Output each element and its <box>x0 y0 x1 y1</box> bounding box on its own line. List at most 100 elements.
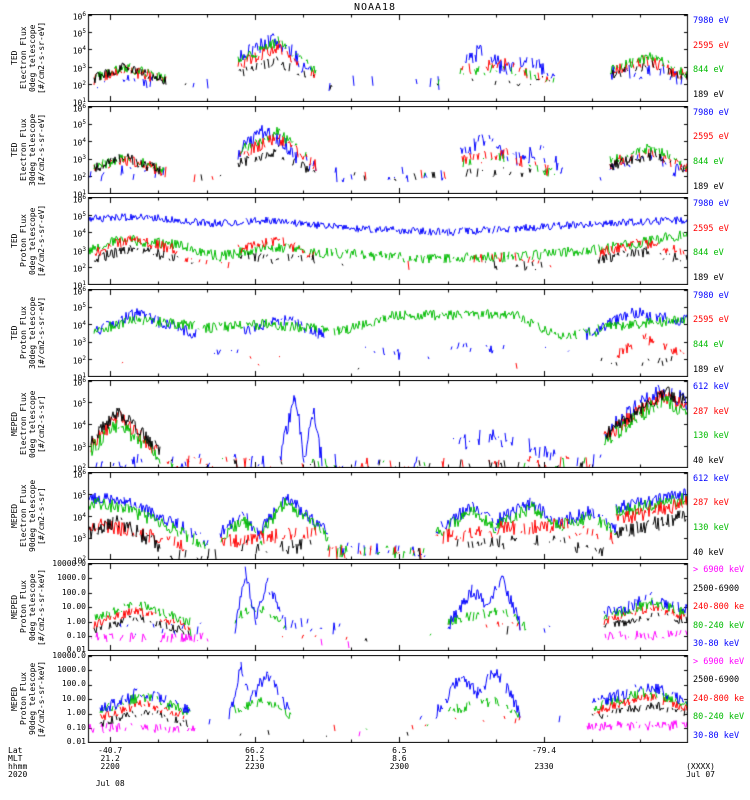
y-tick-label: 1000.0 <box>57 573 86 582</box>
y-tick-label: 0.01 <box>66 645 86 654</box>
plot-canvas-ted-electron-30deg <box>0 105 750 194</box>
legend-ted-proton-0deg-entry: 189 eV <box>693 273 724 283</box>
plot-canvas-ted-proton-30deg <box>0 288 750 377</box>
y-tick-label: 103 <box>72 533 86 544</box>
axis-row-header: hhmm <box>8 762 28 771</box>
panel-meped-electron-0deg: MEPEDElectron Flux0deg telescope[#/cm2-s… <box>0 377 750 474</box>
y-tick-label: 0.01 <box>66 736 86 746</box>
y-tick-label: 10.00 <box>61 693 86 703</box>
y-tick-label: 106 <box>72 377 86 388</box>
y-tick-label: 102 <box>72 463 86 474</box>
y-tick-label: 106 <box>72 194 86 205</box>
y-tick-label: 100.0 <box>61 587 86 597</box>
y-tick-label: 1.00 <box>66 708 86 717</box>
y-tick-label: 105 <box>72 489 86 501</box>
y-tick-label: 1.00 <box>66 616 86 626</box>
legend-ted-electron-0deg-entry: 7980 eV <box>693 16 729 26</box>
legend-ted-electron-30deg-entry: 2595 eV <box>693 132 729 143</box>
y-tick-label: 105 <box>72 398 86 409</box>
y-tick-label: 104 <box>72 228 86 239</box>
y-tick-label: 101 <box>72 188 86 200</box>
panel-meped-electron-90deg: MEPEDElectron Flux90deg telescope[#/cm2-… <box>0 469 750 565</box>
y-tick-label: 105 <box>72 27 86 39</box>
y-tick-label: 10000.0 <box>52 650 86 660</box>
legend-meped-proton-90deg-entry: 240-800 ke <box>693 693 745 704</box>
legend-ted-electron-30deg-entry: 844 eV <box>693 156 724 167</box>
y-tick-label: 103 <box>72 154 86 165</box>
y-tick-label: 101 <box>72 280 86 291</box>
y-tick-label: 101 <box>72 97 86 108</box>
legend-meped-proton-0deg-entry: 30-80 keV <box>693 639 740 649</box>
legend-ted-proton-0deg-entry: 2595 eV <box>693 223 729 234</box>
legend-meped-proton-90deg-entry: 2500-6900 <box>693 675 740 685</box>
legend-ted-proton-30deg-entry: 7980 eV <box>693 290 729 301</box>
y-tick-label: 104 <box>72 45 86 56</box>
y-tick-label: 102 <box>72 80 86 91</box>
panel-meped-proton-90deg: MEPEDProton Flux90deg telescope[#/cm2-s-… <box>0 651 750 746</box>
axis-right-label: Jul 07 <box>686 770 715 779</box>
legend-ted-proton-0deg-entry: 844 eV <box>693 248 724 259</box>
axis-hhmm-value: 2230 <box>245 762 265 771</box>
y-tick-label: 104 <box>72 511 86 523</box>
plot-canvas-meped-proton-90deg <box>0 654 750 743</box>
y-tick-label: 103 <box>72 441 86 453</box>
legend-meped-proton-90deg-entry: 80-240 keV <box>693 712 745 722</box>
legend-meped-proton-90deg-entry: > 6900 keV <box>693 656 745 667</box>
y-tick-label: 106 <box>72 468 86 480</box>
legend-meped-electron-90deg-entry: 40 keV <box>693 547 724 558</box>
legend-ted-electron-0deg-entry: 844 eV <box>693 65 724 76</box>
axis-row-header: 2020 <box>8 770 28 779</box>
y-tick-label: 104 <box>72 136 86 148</box>
axis-mlt-value: 21.5 <box>245 754 265 763</box>
y-tick-label: 102 <box>72 554 86 566</box>
plot-canvas-ted-proton-0deg <box>0 197 750 285</box>
legend-meped-proton-0deg-entry: 240-800 ke <box>693 602 745 612</box>
legend-ted-proton-30deg-entry: 2595 eV <box>693 315 729 326</box>
y-tick-label: 104 <box>72 420 86 431</box>
y-tick-label: 106 <box>72 102 86 114</box>
y-tick-label: 104 <box>72 319 86 331</box>
y-tick-label: 102 <box>72 263 86 274</box>
legend-ted-proton-30deg-entry: 844 eV <box>693 339 724 350</box>
axis-hhmm-value: 2300 <box>389 762 410 771</box>
y-tick-label: 1000.0 <box>57 664 86 674</box>
legend-ted-proton-30deg-entry: 189 eV <box>693 364 724 375</box>
axis-right-label: (XXXX) <box>686 762 715 771</box>
axis-lat-value: 6.5 <box>392 746 407 755</box>
y-tick-label: 105 <box>72 119 86 131</box>
legend-meped-electron-90deg-entry: 130 keV <box>693 522 729 533</box>
y-tick-label: 101 <box>72 371 86 383</box>
y-tick-label: 0.10 <box>66 631 86 640</box>
page-title: NOAA18 <box>353 2 397 13</box>
plot-canvas-meped-electron-0deg <box>0 380 750 468</box>
legend-ted-electron-0deg-entry: 2595 eV <box>693 40 729 51</box>
panel-ted-proton-30deg: TEDProton Flux30deg telescope[#/cm2-s-sr… <box>0 286 750 382</box>
axis-lat-value: -40.7 <box>98 746 123 755</box>
y-tick-label: 103 <box>72 337 86 348</box>
legend-ted-electron-0deg-entry: 189 eV <box>693 90 724 100</box>
y-tick-label: 106 <box>72 285 86 297</box>
legend-meped-electron-0deg-entry: 287 keV <box>693 406 729 417</box>
y-tick-label: 105 <box>72 302 86 314</box>
legend-meped-electron-90deg-entry: 287 keV <box>693 498 729 509</box>
axis-mlt-value: 21.2 <box>100 754 120 763</box>
axis-lat-value: -79.4 <box>531 746 557 755</box>
legend-meped-electron-90deg-entry: 612 keV <box>693 473 729 484</box>
y-tick-label: 106 <box>72 11 86 22</box>
y-tick-label: 0.10 <box>66 722 86 732</box>
y-tick-label: 102 <box>72 171 86 183</box>
axis-hhmm-value: 2330 <box>534 762 554 771</box>
panel-meped-proton-0deg: MEPEDProton Flux0deg telescope[#/cm2-s-s… <box>0 559 750 654</box>
axis-mlt-value: 8.6 <box>392 754 407 763</box>
panel-ted-proton-0deg: TEDProton Flux0deg telescope[#/cm2-s-sr-… <box>0 194 750 291</box>
y-tick-label: 102 <box>72 354 86 366</box>
y-tick-label: 10000.0 <box>52 559 86 568</box>
panel-ted-electron-30deg: TEDElectron Flux30deg telescope[#/cm2-s-… <box>0 103 750 199</box>
y-tick-label: 103 <box>72 62 86 74</box>
legend-meped-proton-0deg-entry: > 6900 keV <box>693 565 745 575</box>
legend-meped-electron-0deg-entry: 130 keV <box>693 431 729 442</box>
y-tick-label: 10.00 <box>61 602 86 611</box>
legend-meped-electron-0deg-entry: 612 keV <box>693 382 729 392</box>
legend-meped-proton-0deg-entry: 2500-6900 <box>693 583 740 594</box>
